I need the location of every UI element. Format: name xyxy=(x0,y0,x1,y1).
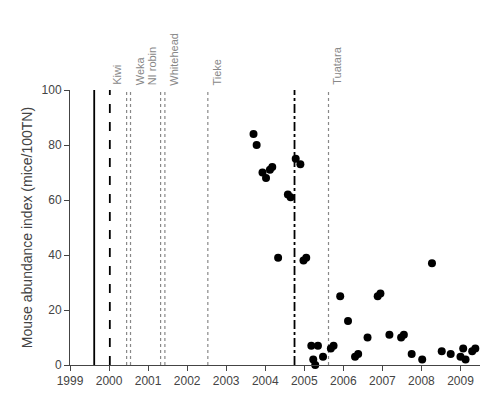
svg-text:20: 20 xyxy=(48,303,62,317)
svg-text:0: 0 xyxy=(55,358,62,372)
svg-text:40: 40 xyxy=(48,248,62,262)
svg-text:2004: 2004 xyxy=(252,374,279,388)
svg-text:Kiwi: Kiwi xyxy=(111,65,123,85)
svg-text:2003: 2003 xyxy=(213,374,240,388)
svg-text:Tuatara: Tuatara xyxy=(331,46,343,84)
svg-text:Tieke: Tieke xyxy=(211,59,223,86)
svg-text:2009: 2009 xyxy=(447,374,474,388)
svg-text:2001: 2001 xyxy=(135,374,162,388)
svg-text:60: 60 xyxy=(48,193,62,207)
svg-text:2005: 2005 xyxy=(291,374,318,388)
svg-text:1999: 1999 xyxy=(57,374,84,388)
svg-text:2002: 2002 xyxy=(174,374,201,388)
svg-text:Whitehead: Whitehead xyxy=(168,33,180,86)
svg-text:80: 80 xyxy=(48,138,62,152)
svg-text:Weka: Weka xyxy=(134,56,146,85)
svg-text:2000: 2000 xyxy=(96,374,123,388)
svg-text:2006: 2006 xyxy=(330,374,357,388)
svg-text:2008: 2008 xyxy=(408,374,435,388)
svg-text:Mouse abundance index (mice/10: Mouse abundance index (mice/100TN) xyxy=(19,107,35,348)
svg-text:100: 100 xyxy=(42,83,62,97)
svg-text:NI robin: NI robin xyxy=(146,47,158,86)
svg-text:2007: 2007 xyxy=(369,374,396,388)
